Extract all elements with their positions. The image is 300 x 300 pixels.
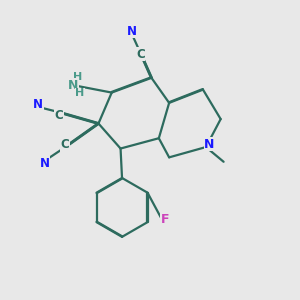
Text: C: C [54, 109, 63, 122]
Text: N: N [33, 98, 43, 111]
Text: F: F [161, 213, 170, 226]
Text: N: N [127, 25, 137, 38]
Text: H: H [75, 88, 85, 98]
Text: H: H [73, 72, 83, 82]
Text: C: C [60, 139, 69, 152]
Text: C: C [136, 48, 145, 61]
Text: N: N [68, 79, 79, 92]
Text: N: N [40, 157, 50, 170]
Text: N: N [204, 138, 215, 151]
